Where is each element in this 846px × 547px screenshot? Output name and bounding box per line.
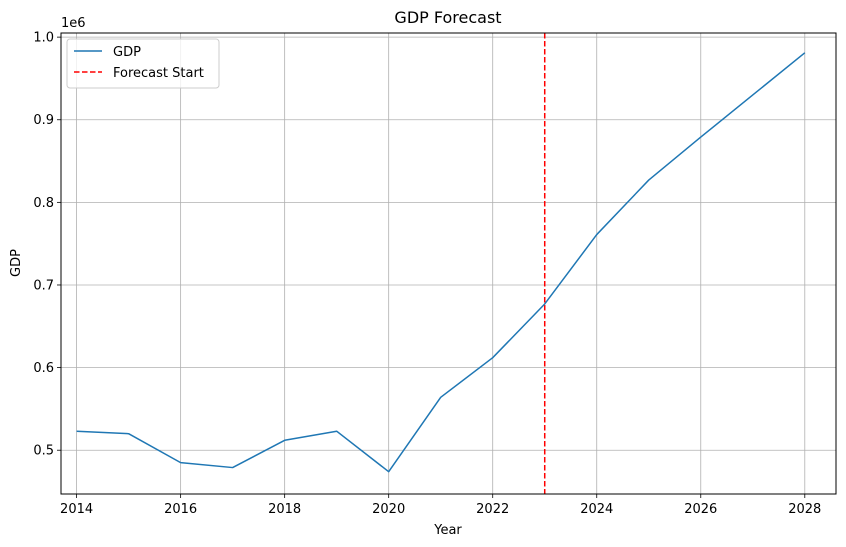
y-axis-label: GDP xyxy=(9,249,24,277)
x-tick-label: 2024 xyxy=(580,502,613,517)
plot-area-frame xyxy=(60,32,837,495)
x-tick-label: 2022 xyxy=(476,502,509,517)
gdp-series-line xyxy=(76,52,806,473)
legend-gdp-label: GDP xyxy=(113,45,141,60)
y-tick-label: 0.5 xyxy=(33,444,54,459)
x-tick-label: 2014 xyxy=(60,502,93,517)
legend-forecast-label: Forecast Start xyxy=(113,66,204,81)
chart-title: GDP Forecast xyxy=(394,8,501,27)
grid xyxy=(61,33,836,494)
x-tick-label: 2018 xyxy=(268,502,301,517)
x-tick-label: 2016 xyxy=(164,502,197,517)
y-tick-label: 0.7 xyxy=(33,278,54,293)
y-tick-label: 0.8 xyxy=(33,196,54,211)
x-axis-label: Year xyxy=(433,523,462,538)
legend-box xyxy=(66,38,220,89)
y-offset-text: 1e6 xyxy=(61,16,86,31)
y-tick-label: 0.6 xyxy=(33,361,54,376)
x-tick-label: 2026 xyxy=(684,502,717,517)
x-axis-ticks: 2014 2016 2018 2020 2022 2024 2026 2028 xyxy=(60,494,821,517)
series-group xyxy=(76,52,806,473)
y-tick-label: 0.9 xyxy=(33,113,54,128)
y-axis-ticks: 0.5 0.6 0.7 0.8 0.9 1.0 xyxy=(33,31,61,459)
x-tick-label: 2020 xyxy=(372,502,405,517)
legend: GDP Forecast Start xyxy=(66,38,220,89)
x-tick-label: 2028 xyxy=(788,502,821,517)
y-tick-label: 1.0 xyxy=(33,31,54,46)
